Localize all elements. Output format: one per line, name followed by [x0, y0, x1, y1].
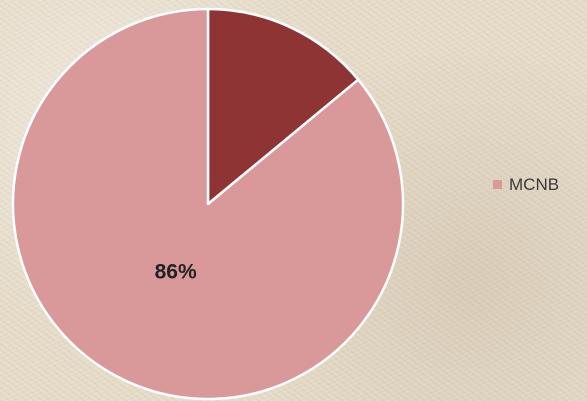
pie-data-labels: 86% — [155, 260, 197, 283]
pie-slices — [11, 7, 405, 401]
pie-data-label-mcnb: 86% — [155, 260, 197, 283]
pie-slice-mcnb — [11, 7, 405, 401]
pie-slice-slice-0 — [206, 7, 360, 206]
legend-label-mcnb: MCNB — [509, 175, 560, 194]
chart-legend: MCNB — [493, 176, 559, 193]
legend-swatch-mcnb — [493, 180, 502, 189]
